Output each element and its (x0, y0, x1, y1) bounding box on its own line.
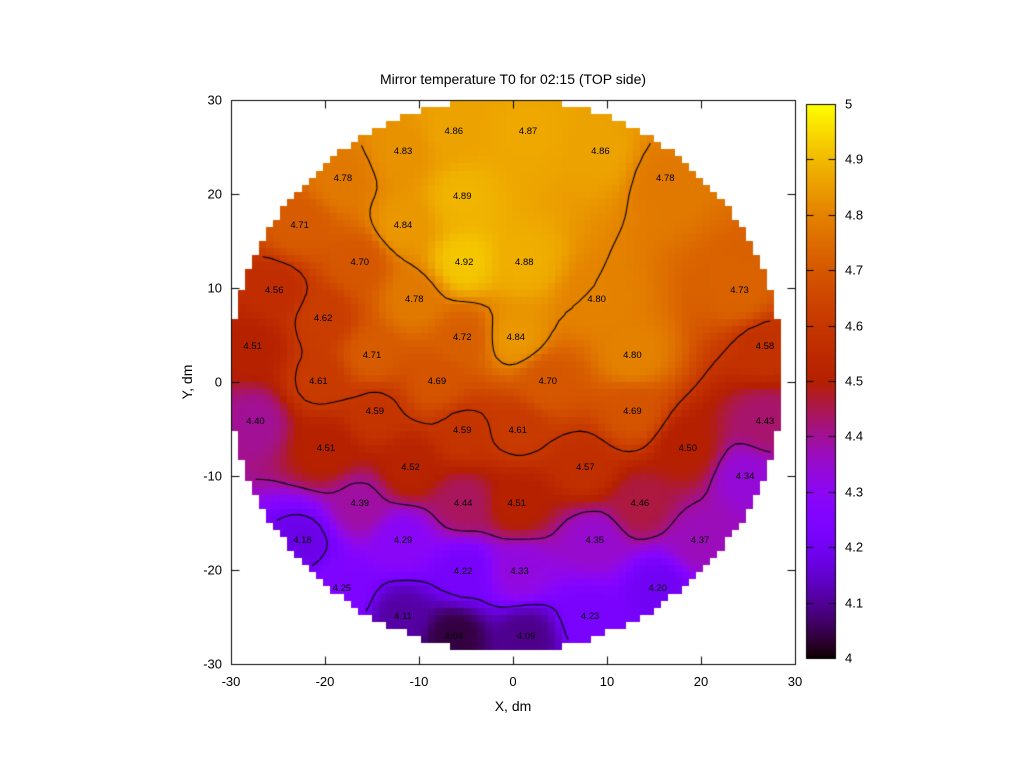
y-tick-label: 0 (214, 374, 222, 390)
point-label: 4.59 (452, 424, 472, 436)
point-label: 4.56 (264, 284, 284, 296)
point-label: 4.34 (735, 470, 755, 482)
colorbar-tick-label: 4 (845, 650, 853, 666)
point-label: 4.58 (755, 341, 775, 353)
point-label: 4.89 (452, 190, 472, 202)
colorbar-tick-label: 4.8 (845, 207, 864, 223)
point-label: 4.33 (510, 565, 529, 577)
point-label: 4.71 (362, 349, 382, 361)
point-label: 4.86 (444, 125, 464, 137)
colorbar-tick-label: 4.9 (845, 151, 864, 167)
point-label: 4.51 (316, 442, 336, 454)
point-label: 4.83 (393, 145, 413, 157)
x-tick-label: 0 (509, 674, 517, 689)
y-tick-label: 10 (207, 280, 222, 296)
point-label: 4.78 (333, 172, 353, 184)
colorbar-tick-label: 4.5 (845, 373, 864, 389)
point-label: 4.51 (243, 341, 262, 353)
point-label: 4.78 (656, 172, 675, 184)
chart-title: Mirror temperature T0 for 02:15 (TOP sid… (379, 71, 647, 87)
point-label: 4.20 (648, 582, 668, 594)
x-tick-label: -30 (221, 674, 241, 689)
y-tick-label: -30 (203, 656, 222, 672)
x-axis-label: X, dm (494, 698, 532, 714)
point-label: 4.35 (585, 534, 605, 546)
point-label: 4.39 (350, 498, 370, 510)
point-label: 4.04 (444, 630, 464, 642)
point-label: 4.29 (393, 534, 413, 546)
point-label: 4.71 (290, 219, 309, 231)
point-label: 4.09 (516, 630, 536, 642)
y-tick-label: -20 (203, 562, 222, 578)
x-tick-label: -20 (315, 674, 335, 689)
point-label: 4.57 (576, 461, 595, 473)
point-label: 4.43 (755, 416, 775, 428)
point-label: 4.23 (580, 611, 600, 622)
point-label: 4.22 (453, 565, 473, 577)
y-tick-label: -10 (203, 468, 222, 484)
point-label: 4.61 (508, 424, 527, 436)
point-label: 4.69 (623, 406, 642, 418)
x-tick-label: 20 (693, 674, 709, 689)
colorbar-tick-label: 4.6 (845, 318, 864, 334)
point-label: 4.84 (506, 331, 526, 343)
y-tick-label: 20 (207, 186, 222, 202)
colorbar-tick-label: 4.7 (845, 262, 864, 278)
point-label: 4.51 (507, 498, 527, 510)
point-label: 4.72 (452, 331, 472, 343)
point-label: 4.88 (515, 256, 534, 268)
point-label: 4.87 (518, 125, 538, 137)
x-tick-label: -10 (409, 674, 429, 689)
point-label: 4.44 (453, 498, 473, 510)
point-label: 4.50 (678, 442, 698, 454)
point-label: 4.59 (365, 406, 385, 418)
point-label: 4.86 (591, 145, 610, 157)
point-label: 4.62 (313, 313, 333, 325)
point-label: 4.70 (350, 256, 370, 268)
point-label: 4.46 (630, 498, 650, 510)
point-label: 4.80 (587, 294, 606, 306)
point-label: 4.11 (394, 611, 412, 622)
point-label: 4.40 (246, 416, 265, 428)
point-label: 4.73 (730, 284, 749, 296)
colorbar-tick-label: 4.3 (845, 484, 864, 500)
point-label: 4.69 (427, 376, 447, 387)
point-label: 4.80 (623, 349, 642, 361)
y-tick-label: 30 (207, 92, 222, 108)
point-label: 4.70 (538, 376, 558, 387)
colorbar-tick-label: 5 (845, 96, 853, 112)
point-label: 4.37 (690, 534, 710, 546)
point-label: 4.52 (401, 461, 420, 473)
colorbar-tick-label: 4.4 (845, 428, 864, 444)
x-tick-label: 10 (599, 674, 615, 689)
point-label: 4.61 (309, 376, 328, 387)
point-label: 4.18 (293, 534, 312, 546)
colorbar-tick-label: 4.1 (845, 595, 864, 611)
colorbar-tick-label: 4.2 (845, 539, 864, 555)
point-label: 4.25 (332, 582, 352, 594)
point-label: 4.92 (454, 256, 474, 268)
point-label: 4.84 (393, 219, 413, 231)
point-label: 4.78 (405, 294, 424, 306)
x-tick-label: 30 (787, 674, 803, 689)
